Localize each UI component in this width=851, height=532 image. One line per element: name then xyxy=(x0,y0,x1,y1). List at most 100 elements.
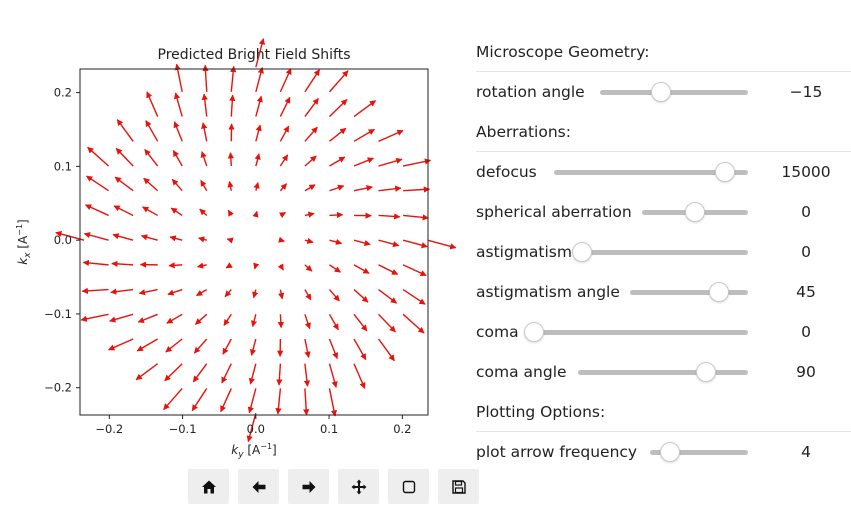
shift-arrow xyxy=(116,119,134,142)
plotting-section-title: Plotting Options: xyxy=(476,392,851,432)
shift-arrow xyxy=(378,313,396,333)
slider-track xyxy=(578,370,748,375)
home-button[interactable] xyxy=(188,469,229,504)
arrow-frequency-slider[interactable] xyxy=(650,442,748,462)
shift-arrow xyxy=(142,206,159,217)
shift-arrow xyxy=(278,289,285,300)
shift-arrow xyxy=(199,208,208,216)
back-button[interactable] xyxy=(238,469,279,504)
astigmatism-angle-row: astigmatism angle 45 xyxy=(476,272,851,312)
shift-arrow xyxy=(55,230,85,241)
y-tick-label: 0.0 xyxy=(54,233,72,247)
shift-arrow xyxy=(304,237,314,244)
slider-thumb[interactable] xyxy=(659,442,680,462)
x-tick-label: 0.0 xyxy=(247,422,265,436)
shift-arrow xyxy=(81,287,109,294)
shift-arrow xyxy=(328,388,338,417)
shift-arrow xyxy=(403,186,431,193)
shift-arrow xyxy=(227,209,234,217)
coma-angle-slider[interactable] xyxy=(578,362,748,382)
pan-button[interactable] xyxy=(338,469,379,504)
shift-arrow xyxy=(84,204,109,217)
shift-arrow xyxy=(353,264,370,274)
shift-arrow xyxy=(353,157,374,167)
shift-arrow xyxy=(279,183,288,192)
shift-arrow xyxy=(194,313,208,325)
arrow-frequency-value: 4 xyxy=(801,443,811,461)
plot-area: Predicted Bright Field Shifts −0.2 −0.1 0.… xyxy=(0,0,460,470)
save-button[interactable] xyxy=(438,469,479,504)
shift-arrow xyxy=(111,260,134,268)
shift-arrow xyxy=(278,211,287,219)
shift-arrow xyxy=(226,237,234,244)
shift-arrow xyxy=(427,239,457,250)
coma-angle-label: coma angle xyxy=(476,363,567,381)
shift-arrow xyxy=(146,91,159,117)
shift-arrow xyxy=(193,338,208,354)
shift-arrow xyxy=(378,289,398,304)
shift-arrow xyxy=(329,211,344,219)
shift-arrow xyxy=(223,313,232,326)
spherical-aberration-row: spherical aberration 0 xyxy=(476,192,851,232)
shift-arrow xyxy=(138,288,158,296)
slider-thumb[interactable] xyxy=(650,82,671,102)
shift-arrow xyxy=(329,127,347,142)
forward-button[interactable] xyxy=(288,469,329,504)
shift-arrow xyxy=(279,154,289,167)
x-tick-label: 0.1 xyxy=(320,422,338,436)
shift-arrow xyxy=(328,313,339,331)
astigmatism-slider[interactable] xyxy=(572,242,748,262)
shift-arrow xyxy=(353,363,366,389)
quiver-plot[interactable]: Predicted Bright Field Shifts −0.2 −0.1 0.… xyxy=(0,0,460,470)
rotation-angle-slider[interactable] xyxy=(600,82,748,102)
zoom-button[interactable] xyxy=(388,469,429,504)
arrow-field xyxy=(55,38,457,443)
coma-row: coma 0 xyxy=(476,312,851,352)
shift-arrow xyxy=(166,313,183,324)
shift-arrow xyxy=(164,363,183,382)
shift-arrow xyxy=(378,213,401,220)
shift-arrow xyxy=(328,363,338,388)
slider-track xyxy=(600,90,748,95)
astigmatism-row: astigmatism 0 xyxy=(476,232,851,272)
plot-toolbar xyxy=(188,469,479,505)
y-axis-label: kx [A−1] xyxy=(15,219,33,264)
shift-arrow xyxy=(304,69,321,93)
slider-thumb[interactable] xyxy=(524,322,544,342)
home-icon xyxy=(201,480,216,493)
shift-arrow xyxy=(174,92,183,117)
shift-arrow xyxy=(136,338,159,352)
spherical-aberration-slider[interactable] xyxy=(642,202,748,222)
shift-arrow xyxy=(353,313,368,332)
shift-arrow xyxy=(253,262,260,270)
slider-thumb[interactable] xyxy=(685,202,705,222)
defocus-slider[interactable] xyxy=(554,162,748,182)
coma-slider[interactable] xyxy=(524,322,748,342)
slider-track xyxy=(554,170,748,175)
defocus-label: defocus xyxy=(476,163,537,181)
shift-arrow xyxy=(279,96,291,117)
slider-track xyxy=(582,250,748,255)
astigmatism-label: astigmatism xyxy=(476,243,572,261)
slider-thumb[interactable] xyxy=(714,162,735,182)
shift-arrow xyxy=(328,70,349,93)
shift-arrow xyxy=(200,179,208,192)
shift-arrow xyxy=(252,210,259,218)
slider-thumb[interactable] xyxy=(572,242,592,262)
shift-arrow xyxy=(86,175,109,192)
astigmatism-angle-slider[interactable] xyxy=(630,282,748,302)
shift-arrow xyxy=(329,156,346,167)
slider-thumb[interactable] xyxy=(708,282,729,302)
shift-arrow xyxy=(251,314,258,328)
shift-arrow xyxy=(255,38,265,68)
shift-arrow xyxy=(87,146,110,167)
shift-arrow xyxy=(279,125,290,142)
shift-arrow xyxy=(114,176,134,192)
coma-angle-value: 90 xyxy=(796,363,816,381)
shift-arrow xyxy=(200,151,208,167)
shift-arrow xyxy=(353,289,369,303)
shift-arrow xyxy=(113,205,134,217)
shift-arrow xyxy=(402,289,426,305)
slider-thumb[interactable] xyxy=(695,362,716,382)
shift-arrow xyxy=(202,64,209,92)
